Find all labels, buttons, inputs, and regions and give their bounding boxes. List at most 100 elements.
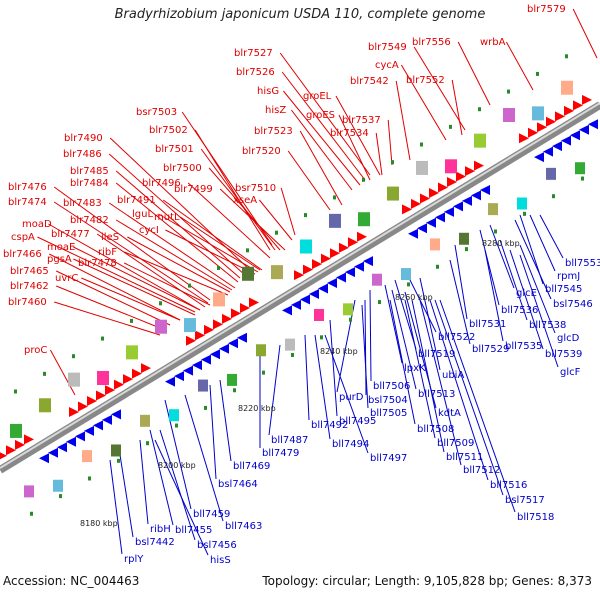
gene-label[interactable]: bsr7503 [136,107,177,118]
gene-label[interactable]: rpmJ [557,271,580,282]
reverse-gene-arrow[interactable] [435,212,445,223]
forward-gene-arrow[interactable] [294,270,304,281]
gene-label[interactable]: hisS [210,555,231,566]
gene-block[interactable] [420,142,423,147]
gene-label[interactable]: blr7482 [70,215,109,226]
gene-label[interactable]: blr7556 [412,37,451,48]
gene-label[interactable]: blr7500 [163,163,202,174]
reverse-gene-arrow[interactable] [201,354,211,365]
forward-gene-arrow[interactable] [6,445,16,456]
gene-label[interactable]: cspA [11,232,35,243]
gene-label[interactable]: bll7505 [370,408,407,419]
reverse-gene-arrow[interactable] [228,338,238,349]
forward-gene-arrow[interactable] [96,390,106,401]
gene-label[interactable]: ribH [150,524,171,535]
gene-label[interactable]: blr7466 [3,249,42,260]
forward-gene-arrow[interactable] [240,302,250,313]
gene-block[interactable] [256,344,266,357]
gene-label[interactable]: glcE [516,288,537,299]
gene-label[interactable]: bll7506 [373,381,410,392]
gene-block[interactable] [478,107,481,112]
gene-block[interactable] [459,232,469,245]
gene-block[interactable] [436,264,439,269]
reverse-gene-arrow[interactable] [75,431,85,442]
gene-label[interactable]: hisG [257,86,279,97]
gene-block[interactable] [59,494,62,499]
reverse-gene-arrow[interactable] [579,124,589,135]
gene-block[interactable] [546,167,556,180]
gene-label[interactable]: uvrC [55,273,78,284]
forward-gene-arrow[interactable] [573,100,583,111]
gene-label[interactable]: cycA [375,60,399,71]
gene-label[interactable]: blr7460 [8,297,47,308]
reverse-gene-arrow[interactable] [300,294,310,305]
forward-gene-arrow[interactable] [141,363,151,374]
gene-label[interactable]: blr7537 [342,115,381,126]
reverse-gene-arrow[interactable] [210,349,220,360]
forward-gene-arrow[interactable] [447,177,457,188]
gene-block[interactable] [391,160,394,165]
forward-gene-arrow[interactable] [465,166,475,177]
gene-label[interactable]: bsl7464 [218,479,258,490]
reverse-gene-arrow[interactable] [552,141,562,152]
forward-gene-arrow[interactable] [24,434,34,445]
gene-block[interactable] [204,405,207,410]
gene-label[interactable]: ubiA [442,370,464,381]
reverse-gene-arrow[interactable] [543,146,553,157]
gene-block[interactable] [53,479,63,492]
reverse-gene-arrow[interactable] [237,332,247,343]
gene-block[interactable] [126,345,138,360]
gene-block[interactable] [198,379,208,392]
forward-gene-arrow[interactable] [303,264,313,275]
forward-gene-arrow[interactable] [555,111,565,122]
gene-block[interactable] [449,124,452,129]
gene-block[interactable] [320,335,323,340]
gene-label[interactable]: bll7512 [463,465,500,476]
gene-block[interactable] [97,370,109,385]
gene-block[interactable] [30,511,33,516]
reverse-gene-arrow[interactable] [426,217,436,228]
gene-label[interactable]: bll7479 [262,448,299,459]
gene-label[interactable]: bll7553 [565,258,600,269]
gene-label[interactable]: blr7485 [70,166,109,177]
gene-block[interactable] [82,450,92,463]
gene-label[interactable]: blr7501 [155,144,194,155]
forward-gene-arrow[interactable] [564,105,574,116]
gene-label[interactable]: bsr7510 [235,183,276,194]
gene-block[interactable] [14,389,17,394]
gene-label[interactable]: blr7552 [406,75,445,86]
gene-block[interactable] [552,194,555,199]
gene-block[interactable] [503,108,515,123]
reverse-gene-arrow[interactable] [480,184,490,195]
gene-label[interactable]: bll7455 [175,525,212,536]
gene-label[interactable]: blr7523 [254,126,293,137]
gene-block[interactable] [159,301,162,306]
gene-label[interactable]: bll7522 [438,332,475,343]
reverse-gene-arrow[interactable] [471,190,481,201]
gene-label[interactable]: groEL [303,91,332,102]
reverse-gene-arrow[interactable] [363,256,373,267]
reverse-gene-arrow[interactable] [354,261,364,272]
forward-gene-arrow[interactable] [402,204,412,215]
reverse-gene-arrow[interactable] [57,442,67,453]
gene-label[interactable]: proC [24,345,47,356]
gene-block[interactable] [314,308,324,321]
forward-gene-arrow[interactable] [357,231,367,242]
reverse-gene-arrow[interactable] [444,206,454,217]
gene-block[interactable] [155,319,167,334]
gene-label[interactable]: glcD [557,333,580,344]
gene-label[interactable]: glcF [560,367,581,378]
gene-label[interactable]: bll7495 [339,416,376,427]
forward-gene-arrow[interactable] [330,248,340,259]
gene-label[interactable]: blr7486 [63,149,102,160]
gene-label[interactable]: xseA [233,195,257,206]
gene-block[interactable] [291,352,294,357]
gene-label[interactable]: hisZ [265,105,286,116]
gene-block[interactable] [43,371,46,376]
gene-label[interactable]: bll7492 [311,420,348,431]
gene-block[interactable] [488,203,498,216]
forward-gene-arrow[interactable] [546,116,556,127]
gene-label[interactable]: bll7487 [271,435,308,446]
gene-label[interactable]: bll7469 [233,461,270,472]
